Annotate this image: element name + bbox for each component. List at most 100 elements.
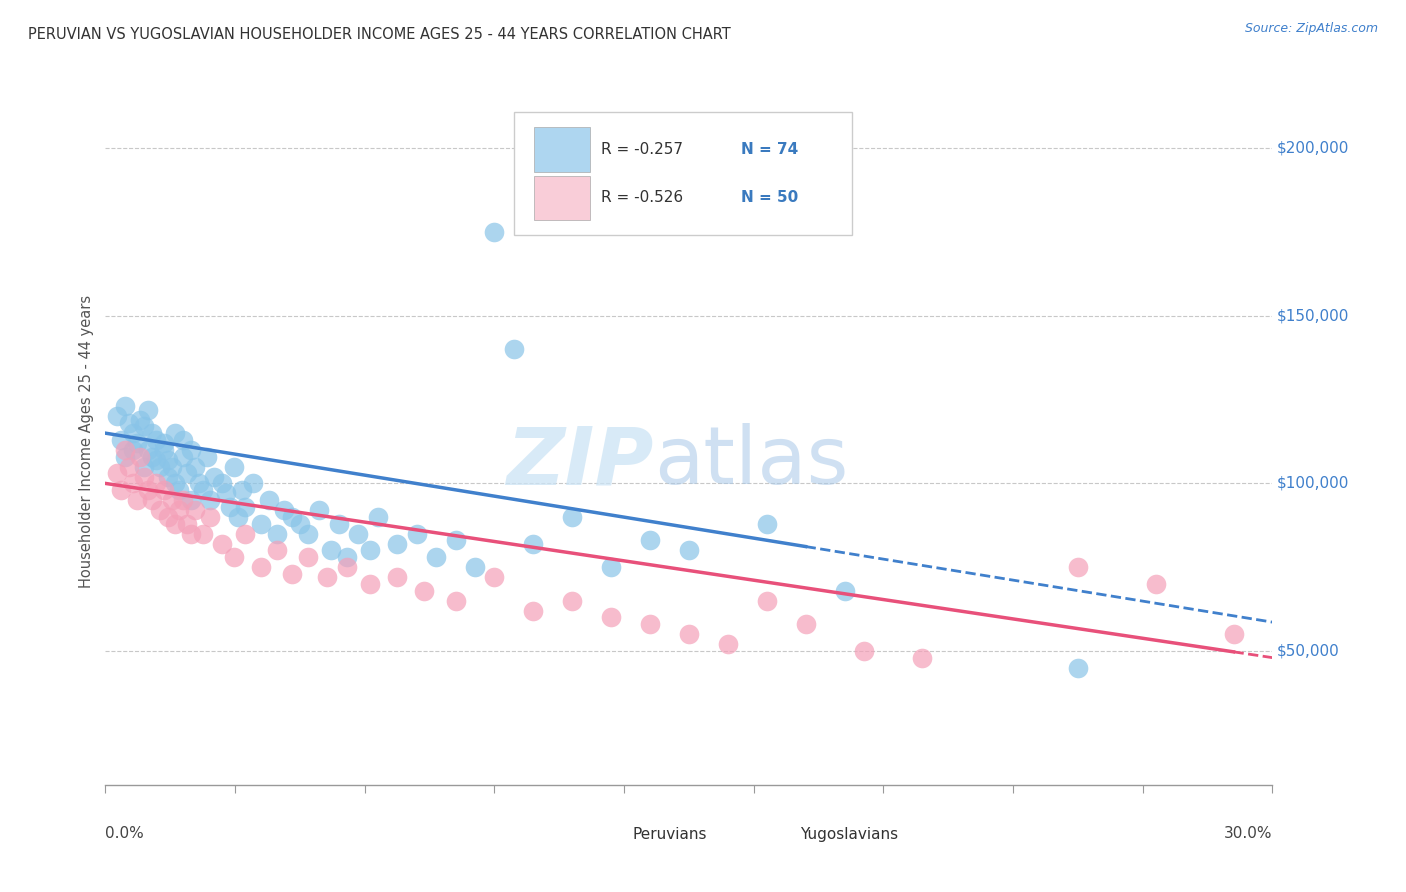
Point (114, 450, 136, 464)
Point (1067, 560, 1090, 574)
Text: Yugoslavians: Yugoslavians (800, 827, 898, 842)
Point (134, 459, 156, 474)
Text: N = 50: N = 50 (741, 190, 799, 205)
Point (522, 537, 544, 551)
Text: $200,000: $200,000 (1277, 141, 1348, 156)
Point (105, 467, 128, 481)
Point (180, 526, 202, 541)
Point (367, 510, 389, 524)
Text: PERUVIAN VS YUGOSLAVIAN HOUSEHOLDER INCOME AGES 25 - 44 YEARS CORRELATION CHART: PERUVIAN VS YUGOSLAVIAN HOUSEHOLDER INCO… (28, 27, 731, 42)
Point (852, 644, 875, 658)
Point (141, 493, 163, 508)
Point (297, 526, 319, 541)
Point (1222, 627, 1244, 641)
Text: $50,000: $50,000 (1277, 643, 1340, 658)
Point (105, 409, 128, 424)
Point (165, 516, 187, 531)
Point (266, 526, 288, 541)
Point (165, 476, 187, 491)
Point (172, 493, 194, 508)
Point (110, 433, 132, 447)
Point (794, 617, 817, 632)
Point (160, 493, 183, 508)
FancyBboxPatch shape (534, 128, 589, 172)
Point (184, 459, 207, 474)
Point (288, 516, 311, 531)
Point (413, 583, 436, 598)
Point (231, 483, 253, 497)
Point (125, 436, 148, 450)
Point (359, 543, 381, 558)
Point (152, 436, 174, 450)
Point (911, 650, 934, 665)
Point (165, 426, 187, 441)
Point (145, 476, 167, 491)
Point (180, 442, 202, 457)
Point (200, 493, 222, 508)
Point (136, 402, 159, 417)
Point (156, 469, 179, 483)
Point (110, 483, 132, 497)
Point (235, 500, 257, 514)
Point (195, 450, 218, 464)
Point (347, 526, 370, 541)
Text: Peruvians: Peruvians (633, 827, 707, 842)
Point (600, 560, 623, 574)
Text: $100,000: $100,000 (1277, 476, 1348, 491)
Point (187, 476, 209, 491)
Text: Source: ZipAtlas.com: Source: ZipAtlas.com (1244, 22, 1378, 36)
Point (834, 583, 856, 598)
Point (226, 510, 249, 524)
Point (191, 526, 214, 541)
Point (359, 577, 381, 591)
Point (316, 570, 339, 584)
Point (385, 570, 408, 584)
Point (561, 593, 583, 607)
Point (169, 483, 191, 497)
Point (336, 560, 359, 574)
Point (134, 419, 156, 434)
Point (118, 416, 141, 430)
Point (129, 450, 152, 464)
Point (273, 503, 295, 517)
FancyBboxPatch shape (586, 821, 628, 852)
Point (152, 442, 174, 457)
Text: N = 74: N = 74 (741, 142, 799, 157)
Point (250, 560, 273, 574)
Text: 30.0%: 30.0% (1225, 826, 1272, 841)
Point (281, 566, 304, 581)
Point (200, 510, 222, 524)
Point (121, 442, 143, 457)
Point (141, 426, 163, 441)
Y-axis label: Householder Income Ages 25 - 44 years: Householder Income Ages 25 - 44 years (79, 295, 94, 588)
Point (172, 433, 194, 447)
Point (638, 533, 661, 548)
Point (149, 459, 172, 474)
Point (755, 516, 778, 531)
Point (202, 469, 225, 483)
Point (1144, 577, 1167, 591)
Point (176, 467, 198, 481)
Point (180, 493, 202, 508)
Point (678, 627, 700, 641)
Point (405, 526, 427, 541)
Point (172, 450, 194, 464)
FancyBboxPatch shape (754, 821, 796, 852)
Point (308, 503, 330, 517)
Point (281, 510, 304, 524)
Point (191, 483, 214, 497)
Point (145, 453, 167, 467)
Text: R = -0.526: R = -0.526 (602, 190, 683, 205)
Point (484, 225, 506, 239)
Point (121, 476, 143, 491)
Point (125, 493, 148, 508)
Point (149, 503, 172, 517)
Point (211, 537, 233, 551)
Point (336, 550, 359, 565)
Text: $150,000: $150,000 (1277, 309, 1348, 324)
Point (160, 459, 183, 474)
Point (114, 442, 136, 457)
Point (129, 413, 152, 427)
Point (114, 400, 136, 414)
Point (152, 483, 174, 497)
